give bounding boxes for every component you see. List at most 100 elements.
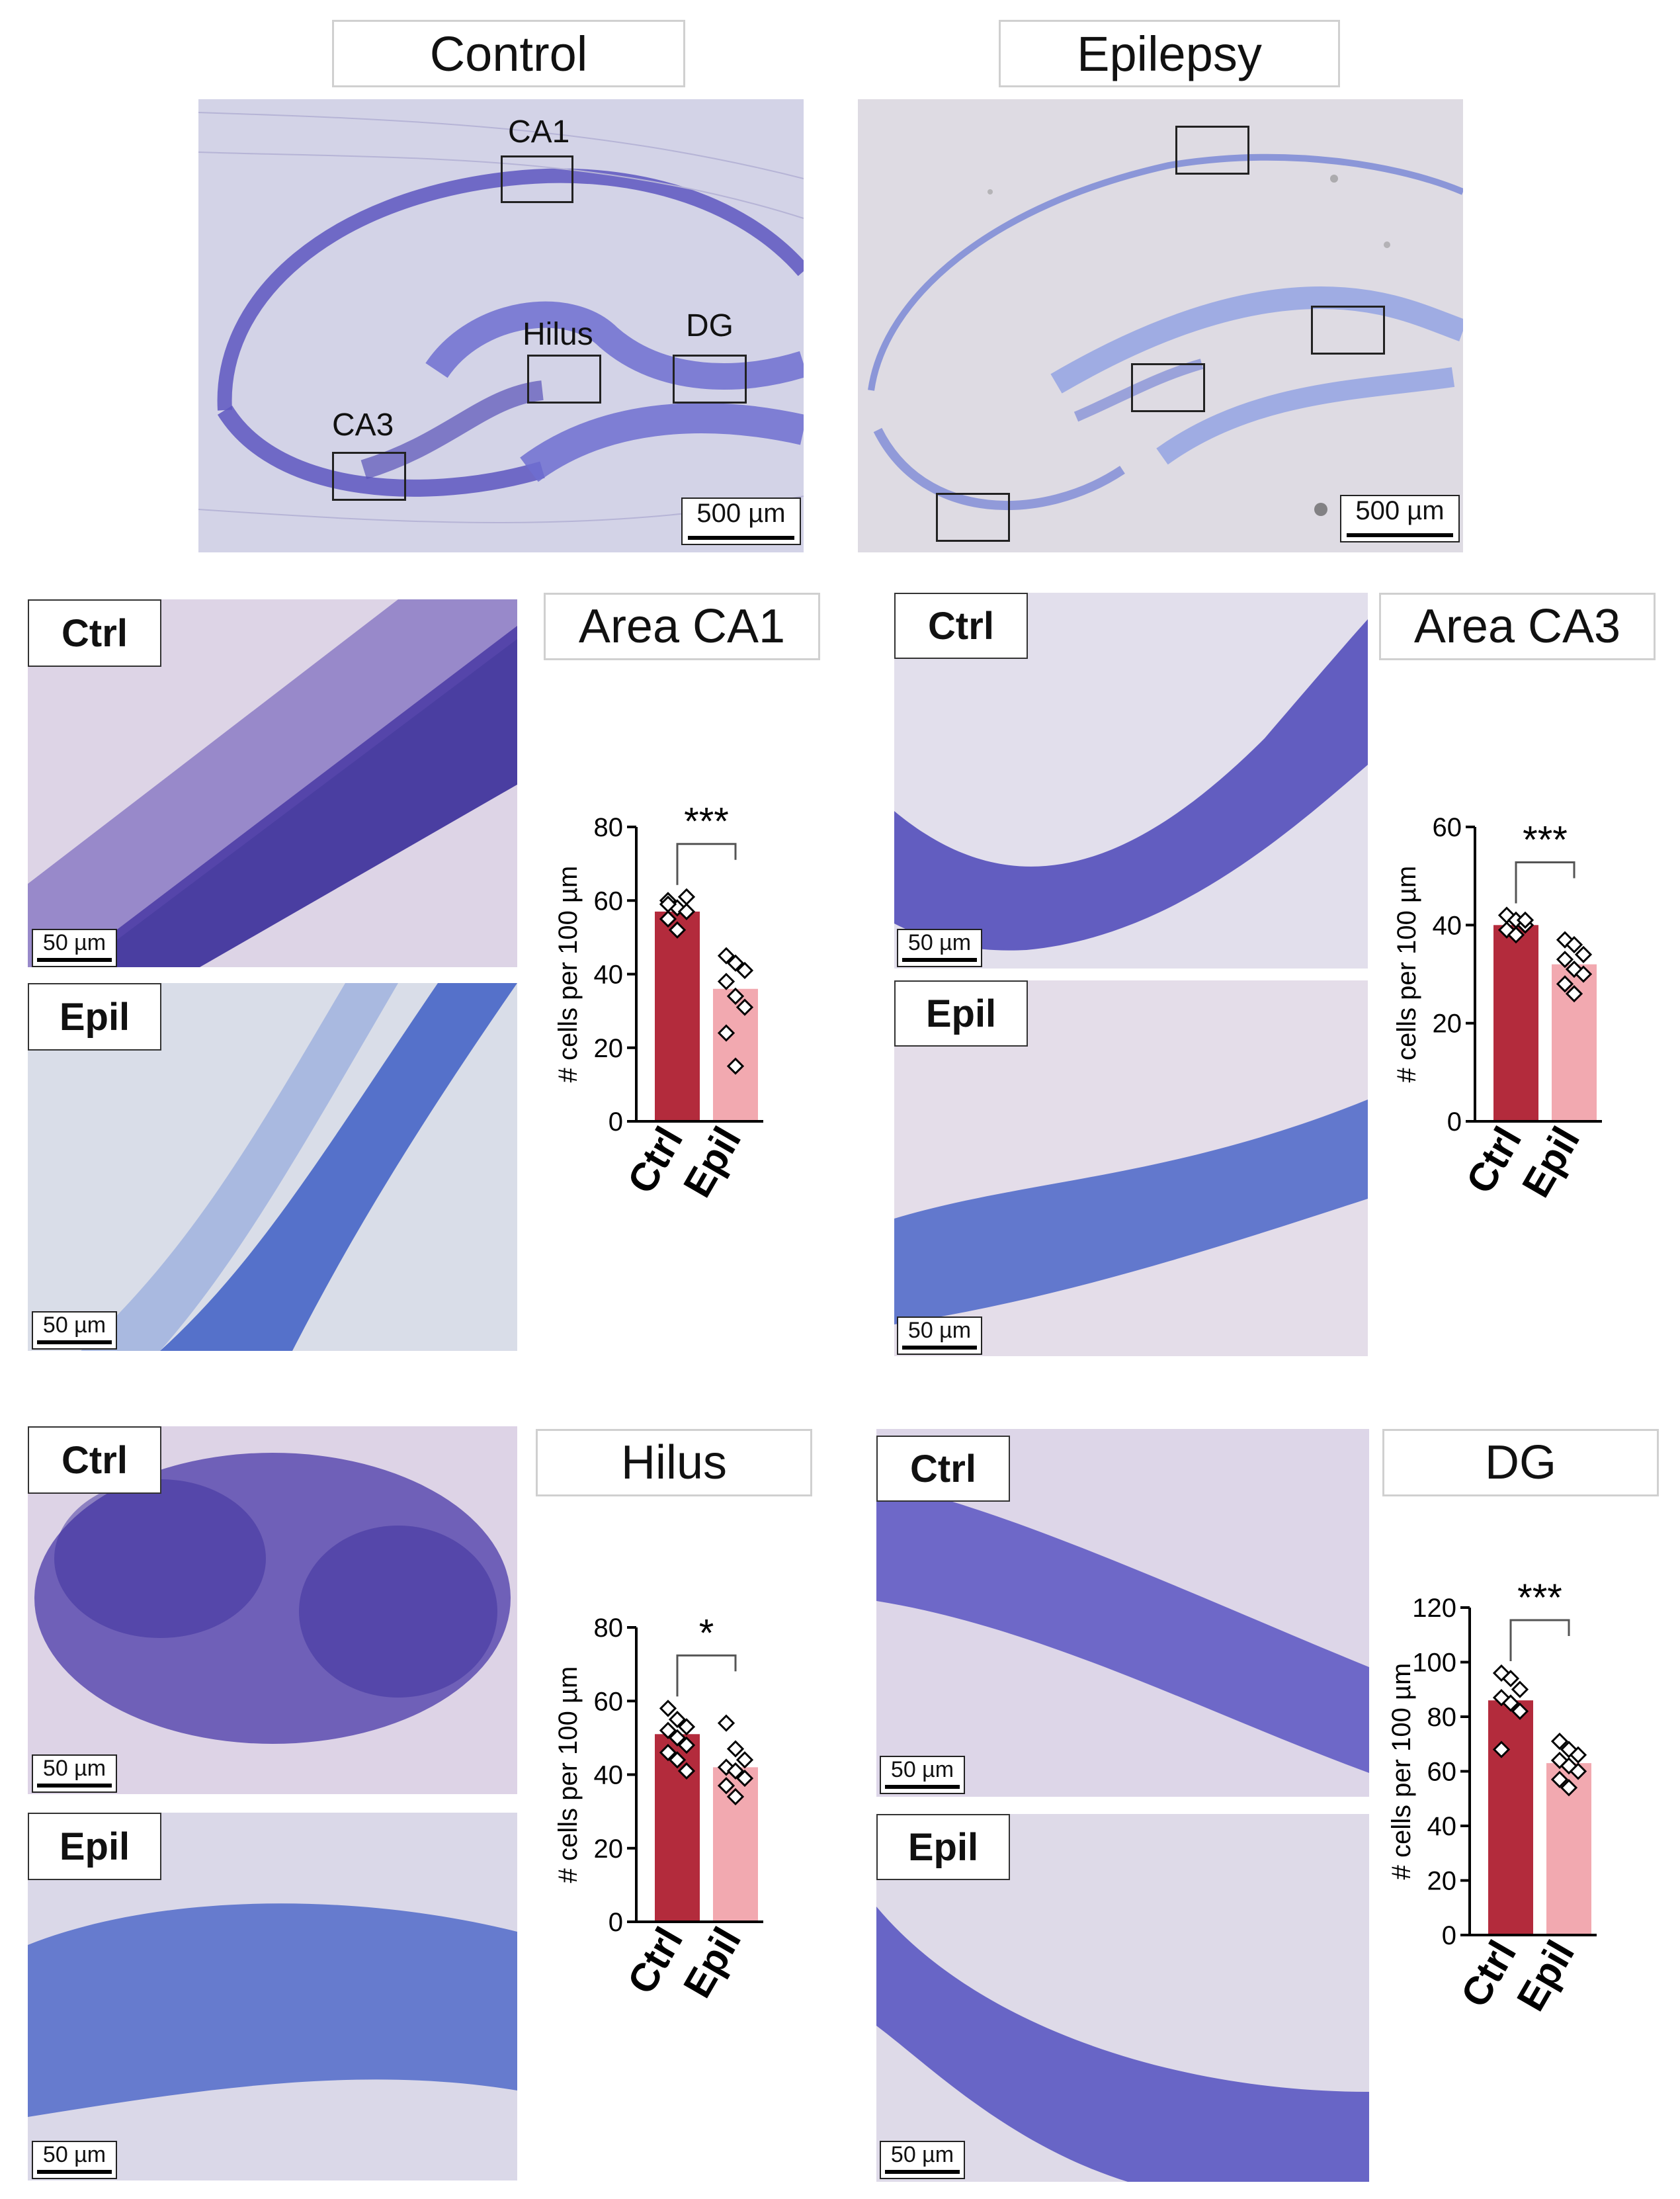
data-point (726, 1762, 745, 1780)
x-category-label: Ctrl (619, 1119, 692, 1201)
data-point (1511, 1680, 1529, 1698)
ca1-title: Area CA1 (544, 593, 820, 660)
data-point (1565, 985, 1583, 1003)
dg-title: DG (1382, 1429, 1659, 1496)
data-point (1511, 1702, 1529, 1720)
dg-ctrl-image (876, 1429, 1369, 1797)
ca3-title: Area CA3 (1379, 593, 1656, 660)
data-point (1507, 926, 1525, 944)
y-tick-label: 120 (1412, 1594, 1456, 1623)
ca3-epil-tag: Epil (894, 980, 1028, 1047)
y-tick-label: 0 (1447, 1107, 1462, 1137)
y-axis-label: # cells per 100 µm (554, 866, 583, 1083)
y-tick-label: 60 (1433, 813, 1462, 842)
y-tick-label: 100 (1412, 1649, 1456, 1678)
dg-epil-tag: Epil (876, 1814, 1010, 1880)
data-point (1501, 1670, 1520, 1688)
y-tick-label: 20 (594, 1034, 624, 1063)
data-point (1569, 1762, 1587, 1780)
epilepsy-scale-bar: 500 µm (1340, 495, 1460, 542)
data-point (677, 1718, 696, 1736)
label-ca1: CA1 (508, 114, 570, 150)
data-point (717, 1714, 735, 1732)
dg-chart: 0 20 40 60 80 100 120 # cells per 100 µm *** Ctrl… (1370, 1508, 1661, 2077)
significance-label: *** (1523, 819, 1568, 862)
x-category-label: Epil (675, 1119, 749, 1205)
data-point (659, 895, 677, 913)
data-point (1501, 1694, 1520, 1712)
epilepsy-title: Epilepsy (999, 20, 1340, 87)
y-tick-label: 40 (594, 961, 624, 990)
y-tick-label: 80 (1427, 1703, 1457, 1732)
x-category-label: Epil (1513, 1119, 1588, 1205)
label-ca3: CA3 (332, 408, 394, 443)
y-tick-label: 0 (609, 1107, 623, 1137)
data-point (677, 1762, 696, 1780)
roi-box-hilus (527, 355, 601, 404)
data-point (668, 1729, 687, 1746)
ca3-ctrl-tag: Ctrl (894, 593, 1028, 659)
ca1-epil-tag: Epil (28, 983, 161, 1051)
hilus-ctrl-tag: Ctrl (28, 1426, 161, 1494)
y-axis-label: # cells per 100 µm (1392, 866, 1421, 1083)
significance-bracket (1509, 1619, 1570, 1661)
data-point (1550, 1770, 1569, 1788)
bar-epil (713, 988, 758, 1121)
roi-box-hilus-epil (1131, 363, 1205, 412)
x-category-label: Ctrl (619, 1920, 692, 2001)
data-point (726, 1057, 745, 1075)
bar-ctrl (1488, 1700, 1533, 1935)
data-point (1516, 911, 1534, 929)
ca1-epil-image (28, 983, 517, 1351)
significance-label: *** (1517, 1576, 1562, 1619)
data-point (677, 1736, 696, 1754)
control-title-text: Control (429, 26, 588, 81)
data-point (659, 910, 677, 928)
y-tick-label: 40 (594, 1761, 624, 1790)
data-point (726, 954, 745, 972)
y-tick-label: 60 (1427, 1758, 1457, 1787)
hilus-ctrl-scale-bar: 50 µm (32, 1754, 117, 1793)
control-title: Control (332, 20, 685, 87)
roi-box-ca3 (332, 452, 406, 501)
label-dg: DG (686, 308, 734, 343)
data-point (659, 1744, 677, 1762)
control-scale-text: 500 µm (696, 499, 786, 528)
significance-bracket (676, 1654, 737, 1697)
data-point (1550, 1733, 1569, 1750)
y-tick-label: 20 (1427, 1867, 1457, 1896)
x-category-label: Ctrl (1458, 1119, 1531, 1201)
x-category-label: Ctrl (1452, 1933, 1525, 2014)
data-point (1574, 945, 1593, 963)
y-tick-label: 20 (1433, 1010, 1462, 1039)
y-tick-label: 40 (1433, 911, 1462, 940)
data-point (735, 998, 754, 1016)
epilepsy-overview-image (858, 99, 1463, 552)
significance-label: *** (684, 800, 729, 843)
data-point (1569, 1746, 1587, 1764)
hilus-ctrl-image (28, 1426, 517, 1794)
data-point (735, 961, 754, 980)
epilepsy-title-text: Epilepsy (1077, 26, 1262, 81)
hilus-epil-scale-bar: 50 µm (32, 2141, 117, 2179)
ca1-ctrl-scale-bar: 50 µm (32, 929, 117, 967)
x-category-label: Epil (1508, 1933, 1583, 2018)
ca1-chart: 0 20 40 60 80 # cells per 100 µm *** Ctrl Epil (537, 734, 828, 1264)
bar-ctrl (1493, 925, 1538, 1121)
significance-bracket (1515, 861, 1575, 904)
y-axis-label: # cells per 100 µm (1387, 1663, 1416, 1880)
y-tick-label: 20 (594, 1834, 624, 1864)
roi-box-ca1-epil (1175, 126, 1249, 175)
roi-box-dg-epil (1311, 306, 1385, 355)
y-tick-label: 80 (594, 813, 624, 842)
dg-ctrl-tag: Ctrl (876, 1436, 1010, 1502)
label-hilus: Hilus (523, 317, 593, 352)
data-point (717, 1777, 735, 1795)
roi-box-dg (673, 355, 747, 404)
data-point (677, 902, 696, 921)
significance-label: * (699, 1612, 714, 1655)
dg-chart-svg: 0 20 40 60 80 100 120 # cells per 100 µm *** Ctrl… (1387, 1576, 1597, 2018)
data-point (1560, 1779, 1578, 1797)
data-point (659, 1700, 677, 1717)
y-tick-label: 60 (594, 886, 624, 916)
